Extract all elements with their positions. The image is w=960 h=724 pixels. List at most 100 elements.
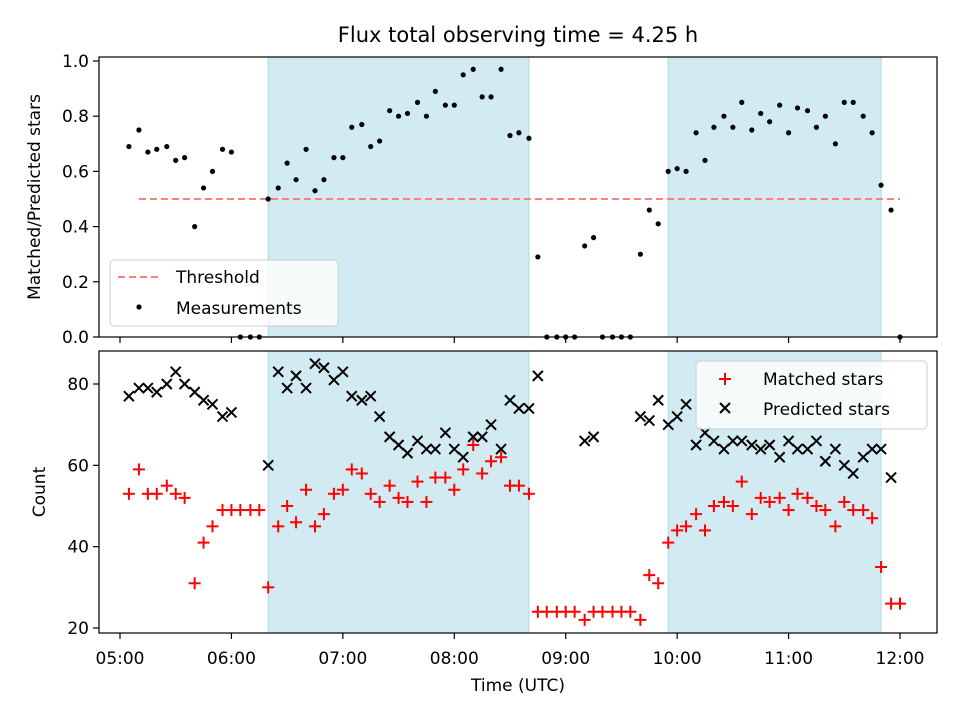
predicted-star-marker [773,451,786,463]
matched-star-marker [290,516,303,529]
matched-star-marker [132,463,145,476]
predicted-star-marker [587,431,600,443]
x-tick-label: 05:00 [96,649,145,669]
matched-star-marker [401,495,414,508]
legend-measurement-marker [136,304,142,310]
matched-star-marker [699,524,711,537]
matched-star-marker [457,463,470,476]
legend-predicted-marker [719,402,731,414]
x-tick-label: 10:00 [653,649,702,669]
measurement-point [470,66,476,72]
legend-predicted-label: Predicted stars [763,400,890,420]
measurement-point [498,66,504,72]
measurement-point [730,124,736,130]
predicted-star-marker [281,382,293,394]
top-y-axis-label: Matched/Predicted stars [25,94,45,300]
top-y-axis-ticks: 0.0 0.2 0.4 0.6 0.8 1.0 [62,52,99,348]
predicted-star-marker [290,370,302,382]
measurement-point [878,182,884,188]
predicted-star-marker [708,435,720,447]
predicted-star-marker [801,443,814,455]
matched-star-marker [253,504,266,517]
predicted-star-marker [523,402,535,415]
predicted-star-marker [383,431,396,443]
matched-star-marker [624,605,637,618]
predicted-star-marker [643,414,655,427]
predicted-star-marker [448,443,460,455]
top-y-tick-label: 0.8 [62,107,89,127]
measurement-point [228,149,235,155]
matched-star-marker [894,597,906,610]
predicted-star-marker [188,386,201,398]
predicted-star-marker [142,382,154,394]
predicted-star-marker [866,443,878,455]
predicted-star-marker [875,443,887,455]
matched-star-marker [317,508,330,521]
predicted-star-marker [328,374,340,386]
matched-star-marker [857,504,870,517]
predicted-star-marker [262,459,274,472]
matched-star-marker [726,500,739,512]
predicted-star-marker [578,435,591,447]
legend-measurements-label: Measurements [176,299,302,319]
matched-star-marker [160,479,173,492]
top-x-axis-ticks [119,337,901,343]
predicted-star-marker [671,410,683,423]
measurement-point [349,124,355,130]
top-shade-band-2 [667,56,882,338]
measurement-point [442,102,448,108]
matched-star-marker [262,581,275,594]
predicted-star-marker [309,357,321,370]
predicted-star-marker [300,382,312,394]
measurement-point [832,141,838,147]
measurement-point [460,72,466,78]
predicted-star-marker [662,418,674,431]
bottom-y-axis-ticks: 20 40 60 80 [67,375,99,639]
measurement-point [154,146,160,152]
matched-star-marker [662,536,675,549]
matched-star-marker [383,479,396,492]
matched-star-marker [819,504,832,517]
measurement-point [395,113,402,119]
measurement-point [683,168,689,174]
measurement-point [209,168,216,174]
measurement-point [711,124,717,130]
matched-star-marker [773,491,786,504]
predicted-star-marker [178,378,191,390]
predicted-star-marker [467,431,479,443]
measurement-point [822,113,828,119]
predicted-star-marker [819,455,832,467]
predicted-star-marker [847,467,859,480]
matched-star-marker [309,520,321,533]
top-shaded-intervals [267,56,882,338]
predicted-star-markers [123,357,897,484]
matched-star-marker [476,467,489,480]
matched-star-marker [495,451,508,464]
measurement-point [516,130,522,136]
measurement-point [368,143,374,150]
measurement-point [888,207,894,213]
matched-star-marker [439,471,452,484]
bottom-y-tick-label: 40 [67,538,89,558]
predicted-star-marker [791,443,804,455]
matched-star-marker [866,512,879,525]
predicted-star-marker [439,427,452,439]
top-axes-frame [98,56,938,338]
measurement-point [665,168,671,174]
measurement-point [173,157,179,163]
matched-star-marker [791,487,804,500]
measurement-point [488,94,494,100]
predicted-star-marker [476,431,488,443]
measurement-point [582,243,588,249]
predicted-star-marker [318,362,330,374]
matched-star-marker [568,605,581,618]
x-tick-label: 06:00 [207,649,256,669]
matched-star-marker [327,487,340,500]
bottom-y-axis-label: Count [30,466,50,517]
measurement-point [813,124,820,130]
measurement-point [507,132,513,139]
measurement-point [850,99,856,105]
predicted-star-marker [504,394,516,406]
matched-star-markers [122,439,906,626]
